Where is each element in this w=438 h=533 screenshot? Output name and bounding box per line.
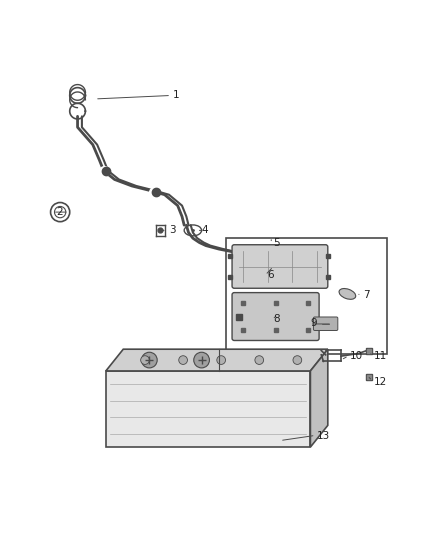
- Text: 9: 9: [311, 318, 317, 328]
- FancyBboxPatch shape: [232, 245, 328, 288]
- Text: 3: 3: [169, 224, 176, 235]
- Text: 11: 11: [374, 351, 387, 361]
- Text: 2: 2: [56, 207, 63, 217]
- FancyBboxPatch shape: [232, 293, 319, 341]
- Polygon shape: [106, 349, 328, 371]
- Text: 5: 5: [273, 238, 280, 247]
- Circle shape: [194, 352, 209, 368]
- Polygon shape: [311, 349, 328, 447]
- Circle shape: [179, 356, 187, 365]
- Circle shape: [255, 356, 264, 365]
- Text: 13: 13: [317, 431, 330, 441]
- Text: 7: 7: [363, 290, 369, 300]
- Bar: [106, 371, 311, 447]
- Circle shape: [141, 352, 157, 368]
- Text: 10: 10: [350, 351, 363, 361]
- Text: 1: 1: [173, 90, 180, 100]
- Circle shape: [293, 356, 302, 365]
- FancyBboxPatch shape: [314, 317, 338, 330]
- Ellipse shape: [339, 288, 356, 300]
- Circle shape: [141, 356, 149, 365]
- Text: 6: 6: [267, 270, 273, 280]
- Text: 8: 8: [273, 314, 280, 324]
- Bar: [226, 238, 387, 353]
- Circle shape: [217, 356, 226, 365]
- Text: 12: 12: [374, 377, 387, 387]
- Text: 4: 4: [201, 224, 208, 235]
